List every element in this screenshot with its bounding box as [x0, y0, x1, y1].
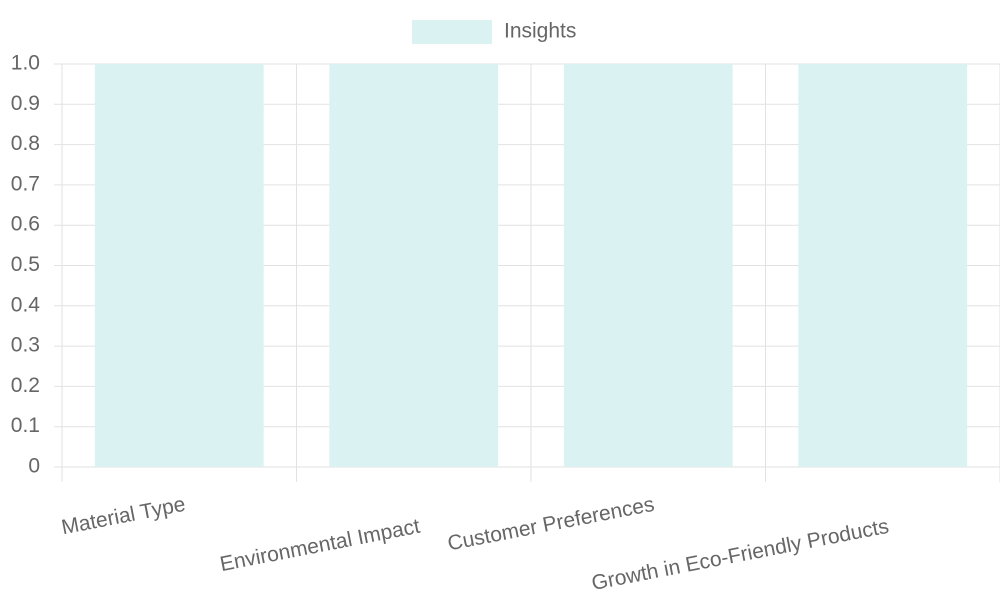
bar — [329, 64, 499, 467]
bar — [563, 64, 733, 467]
x-tick-label: Environmental Impact — [218, 515, 422, 576]
y-tick-label: 0.4 — [11, 293, 41, 316]
y-tick-label: 0.3 — [11, 334, 40, 357]
y-tick-label: 0.5 — [11, 253, 40, 276]
y-tick-label: 0 — [28, 455, 40, 478]
bar — [798, 64, 968, 467]
y-tick-label: 0.9 — [11, 92, 40, 115]
legend-label: Insights — [504, 20, 576, 43]
legend-swatch — [412, 20, 492, 44]
bar — [94, 64, 264, 467]
y-tick-label: 0.7 — [11, 172, 40, 195]
x-tick-label: Growth in Eco-Friendly Products — [590, 515, 891, 595]
y-tick-label: 1.0 — [11, 52, 40, 75]
y-tick-label: 0.1 — [11, 414, 40, 437]
x-tick-label: Material Type — [60, 493, 188, 540]
y-tick-label: 0.2 — [11, 374, 40, 397]
y-tick-label: 0.8 — [11, 132, 40, 155]
x-tick-label: Customer Preferences — [446, 493, 657, 556]
y-tick-label: 0.6 — [11, 213, 40, 236]
